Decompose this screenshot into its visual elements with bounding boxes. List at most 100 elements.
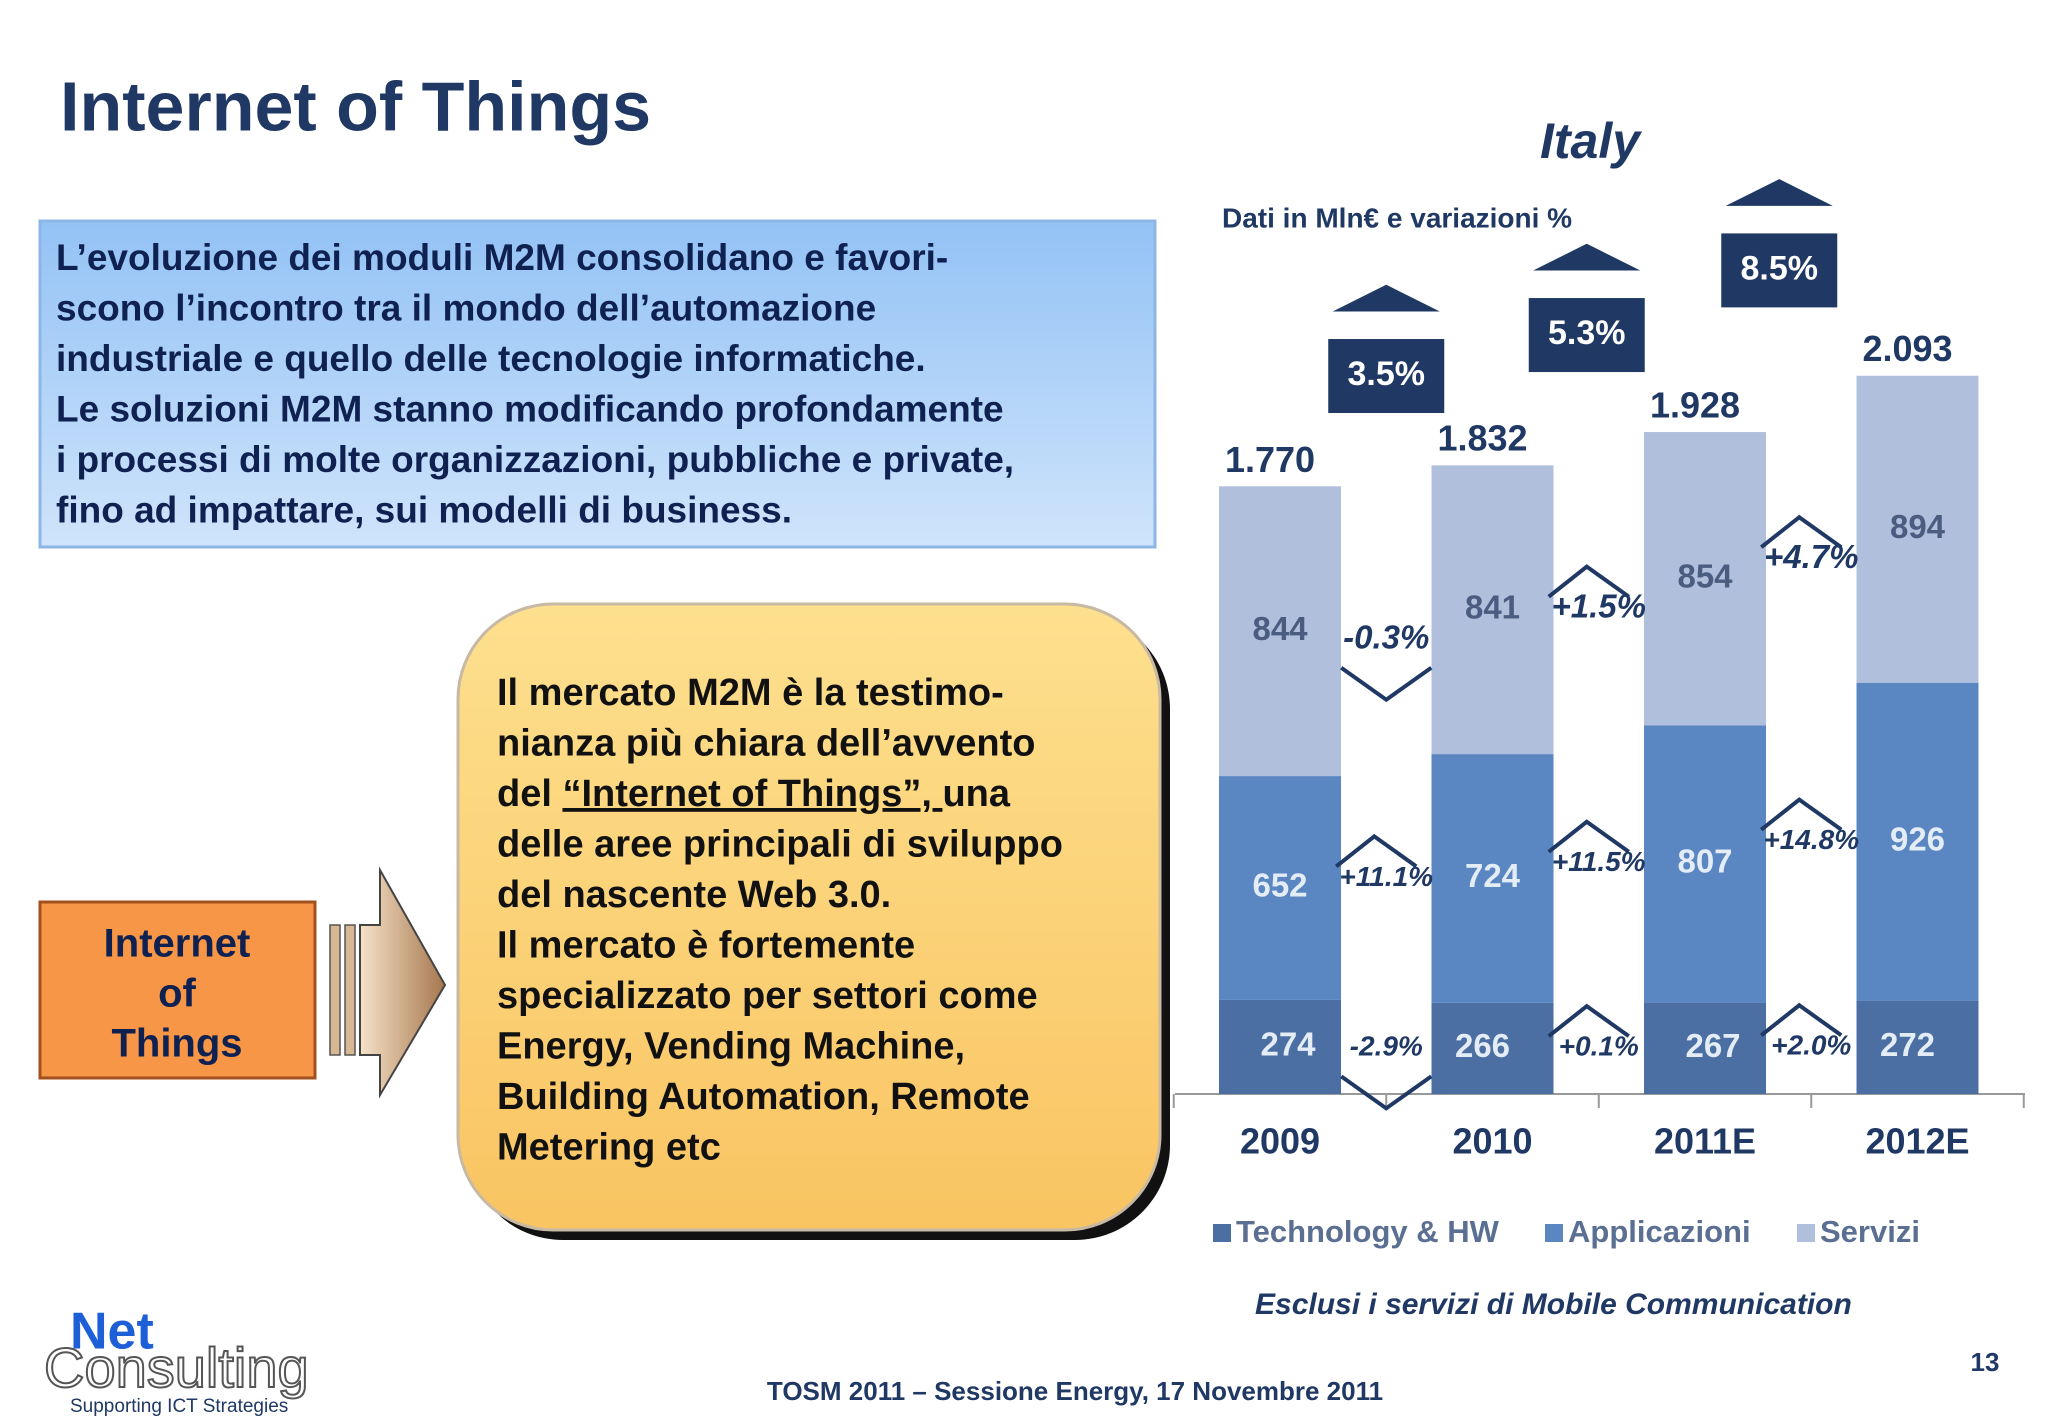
change-label: +4.7% <box>1764 538 1859 575</box>
logo: Net Consulting Supporting ICT Strategies <box>43 1303 310 1417</box>
bar-segment <box>1856 375 1979 683</box>
intro-line: Le soluzioni M2M stanno modificando prof… <box>56 388 1004 429</box>
legend-label: Technology & HW <box>1236 1214 1500 1249</box>
callout-line: Building Automation, Remote <box>497 1076 1030 1118</box>
bar-segment <box>1219 999 1341 1094</box>
growth-box <box>1328 339 1445 414</box>
growth-label: 5.3% <box>1548 314 1626 352</box>
chart-subtitle: Dati in Mln€ e variazioni % <box>1222 202 1572 233</box>
change-chevron <box>1547 564 1630 599</box>
bar-segment <box>1431 1002 1554 1094</box>
legend-swatch <box>1545 1224 1563 1242</box>
change-chevron <box>1760 1002 1843 1037</box>
intro-line: fino ad impattare, sui modelli di busine… <box>56 489 792 530</box>
segment-label: 841 <box>1465 588 1520 625</box>
segment-label: 266 <box>1455 1027 1510 1064</box>
x-tick-label: 2010 <box>1452 1121 1532 1162</box>
change-label: +14.8% <box>1763 824 1859 855</box>
bar-segment <box>1219 486 1341 777</box>
change-label: +1.5% <box>1552 587 1647 624</box>
change-chevron <box>1547 1003 1630 1038</box>
callout-text: Il mercato M2M è la testimo-nianza più c… <box>497 672 1063 1169</box>
x-tick-label: 2012E <box>1865 1121 1969 1162</box>
chart-title: Italy <box>1540 113 1642 169</box>
segment-label: 724 <box>1465 857 1521 894</box>
growth-arrow <box>1325 281 1447 315</box>
legend-swatch <box>1797 1224 1815 1242</box>
intro-line: L’evoluzione dei moduli M2M consolidano … <box>56 237 948 278</box>
total-label: 1.832 <box>1437 418 1527 459</box>
segment-label: 894 <box>1890 508 1946 545</box>
x-tick-label: 2011E <box>1654 1121 1756 1162</box>
bar-segment <box>1431 754 1554 1003</box>
callout-line: del nascente Web 3.0. <box>497 874 891 916</box>
change-label: +11.5% <box>1552 846 1646 877</box>
intro-box <box>38 219 1157 549</box>
slide-title: Internet of Things <box>60 67 651 145</box>
footer: TOSM 2011 – Sessione Energy, 17 Novembre… <box>767 1376 1383 1406</box>
segment-label: 274 <box>1260 1026 1316 1063</box>
total-label: 1.928 <box>1650 385 1740 426</box>
change-chevron <box>1547 819 1630 854</box>
segment-label: 926 <box>1890 820 1945 857</box>
chart-note: Esclusi i servizi di Mobile Communicatio… <box>1255 1288 1852 1321</box>
change-label: +0.1% <box>1559 1031 1639 1062</box>
label-box <box>38 900 317 1080</box>
segment-label: 652 <box>1252 867 1307 904</box>
intro-line: industriale e quello delle tecnologie in… <box>56 338 926 379</box>
callout-line: del “Internet of Things”, una <box>497 773 1011 815</box>
change-chevron <box>1760 514 1843 549</box>
callout-line: specializzato per settori come <box>497 975 1038 1017</box>
callout-line: nianza più chiara dell’avvento <box>497 723 1036 765</box>
growth-arrow <box>1526 240 1648 274</box>
growth-arrow <box>1718 175 1840 209</box>
change-chevron <box>1340 1074 1433 1111</box>
logo-top: Net <box>70 1303 154 1361</box>
change-label: -0.3% <box>1343 618 1429 655</box>
bar-segment <box>1856 682 1979 1001</box>
intro-line: i processi di molte organizzazioni, pubb… <box>56 439 1014 480</box>
x-tick-label: 2009 <box>1240 1121 1320 1162</box>
bar-segment <box>1644 725 1766 1003</box>
legend-label: Applicazioni <box>1568 1214 1751 1249</box>
change-label: +2.0% <box>1771 1030 1851 1061</box>
page-number: 13 <box>1971 1347 2000 1377</box>
change-label: +11.1% <box>1339 861 1433 892</box>
bar-segment <box>1856 1000 1979 1094</box>
callout-line: Il mercato è fortemente <box>497 925 915 967</box>
change-chevron <box>1335 833 1418 869</box>
callout-part: del <box>497 773 562 815</box>
callout-line: Metering etc <box>497 1127 721 1169</box>
growth-label: 3.5% <box>1348 355 1426 393</box>
callout-part: una <box>942 773 1010 815</box>
segment-label: 272 <box>1880 1026 1935 1063</box>
label-line: of <box>158 972 196 1016</box>
intro-text: L’evoluzione dei moduli M2M consolidano … <box>56 237 1014 531</box>
callout-line: Energy, Vending Machine, <box>497 1026 965 1068</box>
change-chevron <box>1340 666 1433 703</box>
callout-box <box>456 602 1162 1232</box>
bar-segment <box>1219 776 1341 1000</box>
segment-label: 807 <box>1677 843 1732 880</box>
change-chevron <box>1760 797 1843 832</box>
change-label: -2.9% <box>1350 1031 1423 1062</box>
intro-line: scono l’incontro tra il mondo dell’autom… <box>56 287 876 328</box>
arrow <box>329 866 447 1099</box>
callout-link: “Internet of Things”, <box>562 773 942 815</box>
segment-label: 854 <box>1677 557 1733 594</box>
growth-box <box>1528 298 1645 373</box>
chart: Italy Dati in Mln€ e variazioni % 274 652 84… <box>1172 113 2025 1321</box>
legend-label: Servizi <box>1820 1214 1920 1249</box>
logo-tagline: Supporting ICT Strategies <box>70 1396 288 1417</box>
logo-bottom: Consulting <box>44 1336 309 1399</box>
legend-swatch <box>1213 1224 1231 1242</box>
bar-segment <box>1644 1002 1766 1094</box>
bar-segment <box>1644 432 1766 726</box>
segment-label: 267 <box>1685 1027 1740 1064</box>
growth-label: 8.5% <box>1741 249 1819 287</box>
label-line: Things <box>111 1022 242 1066</box>
callout-line: delle aree principali di sviluppo <box>497 824 1063 866</box>
label-line: Internet <box>104 922 251 966</box>
